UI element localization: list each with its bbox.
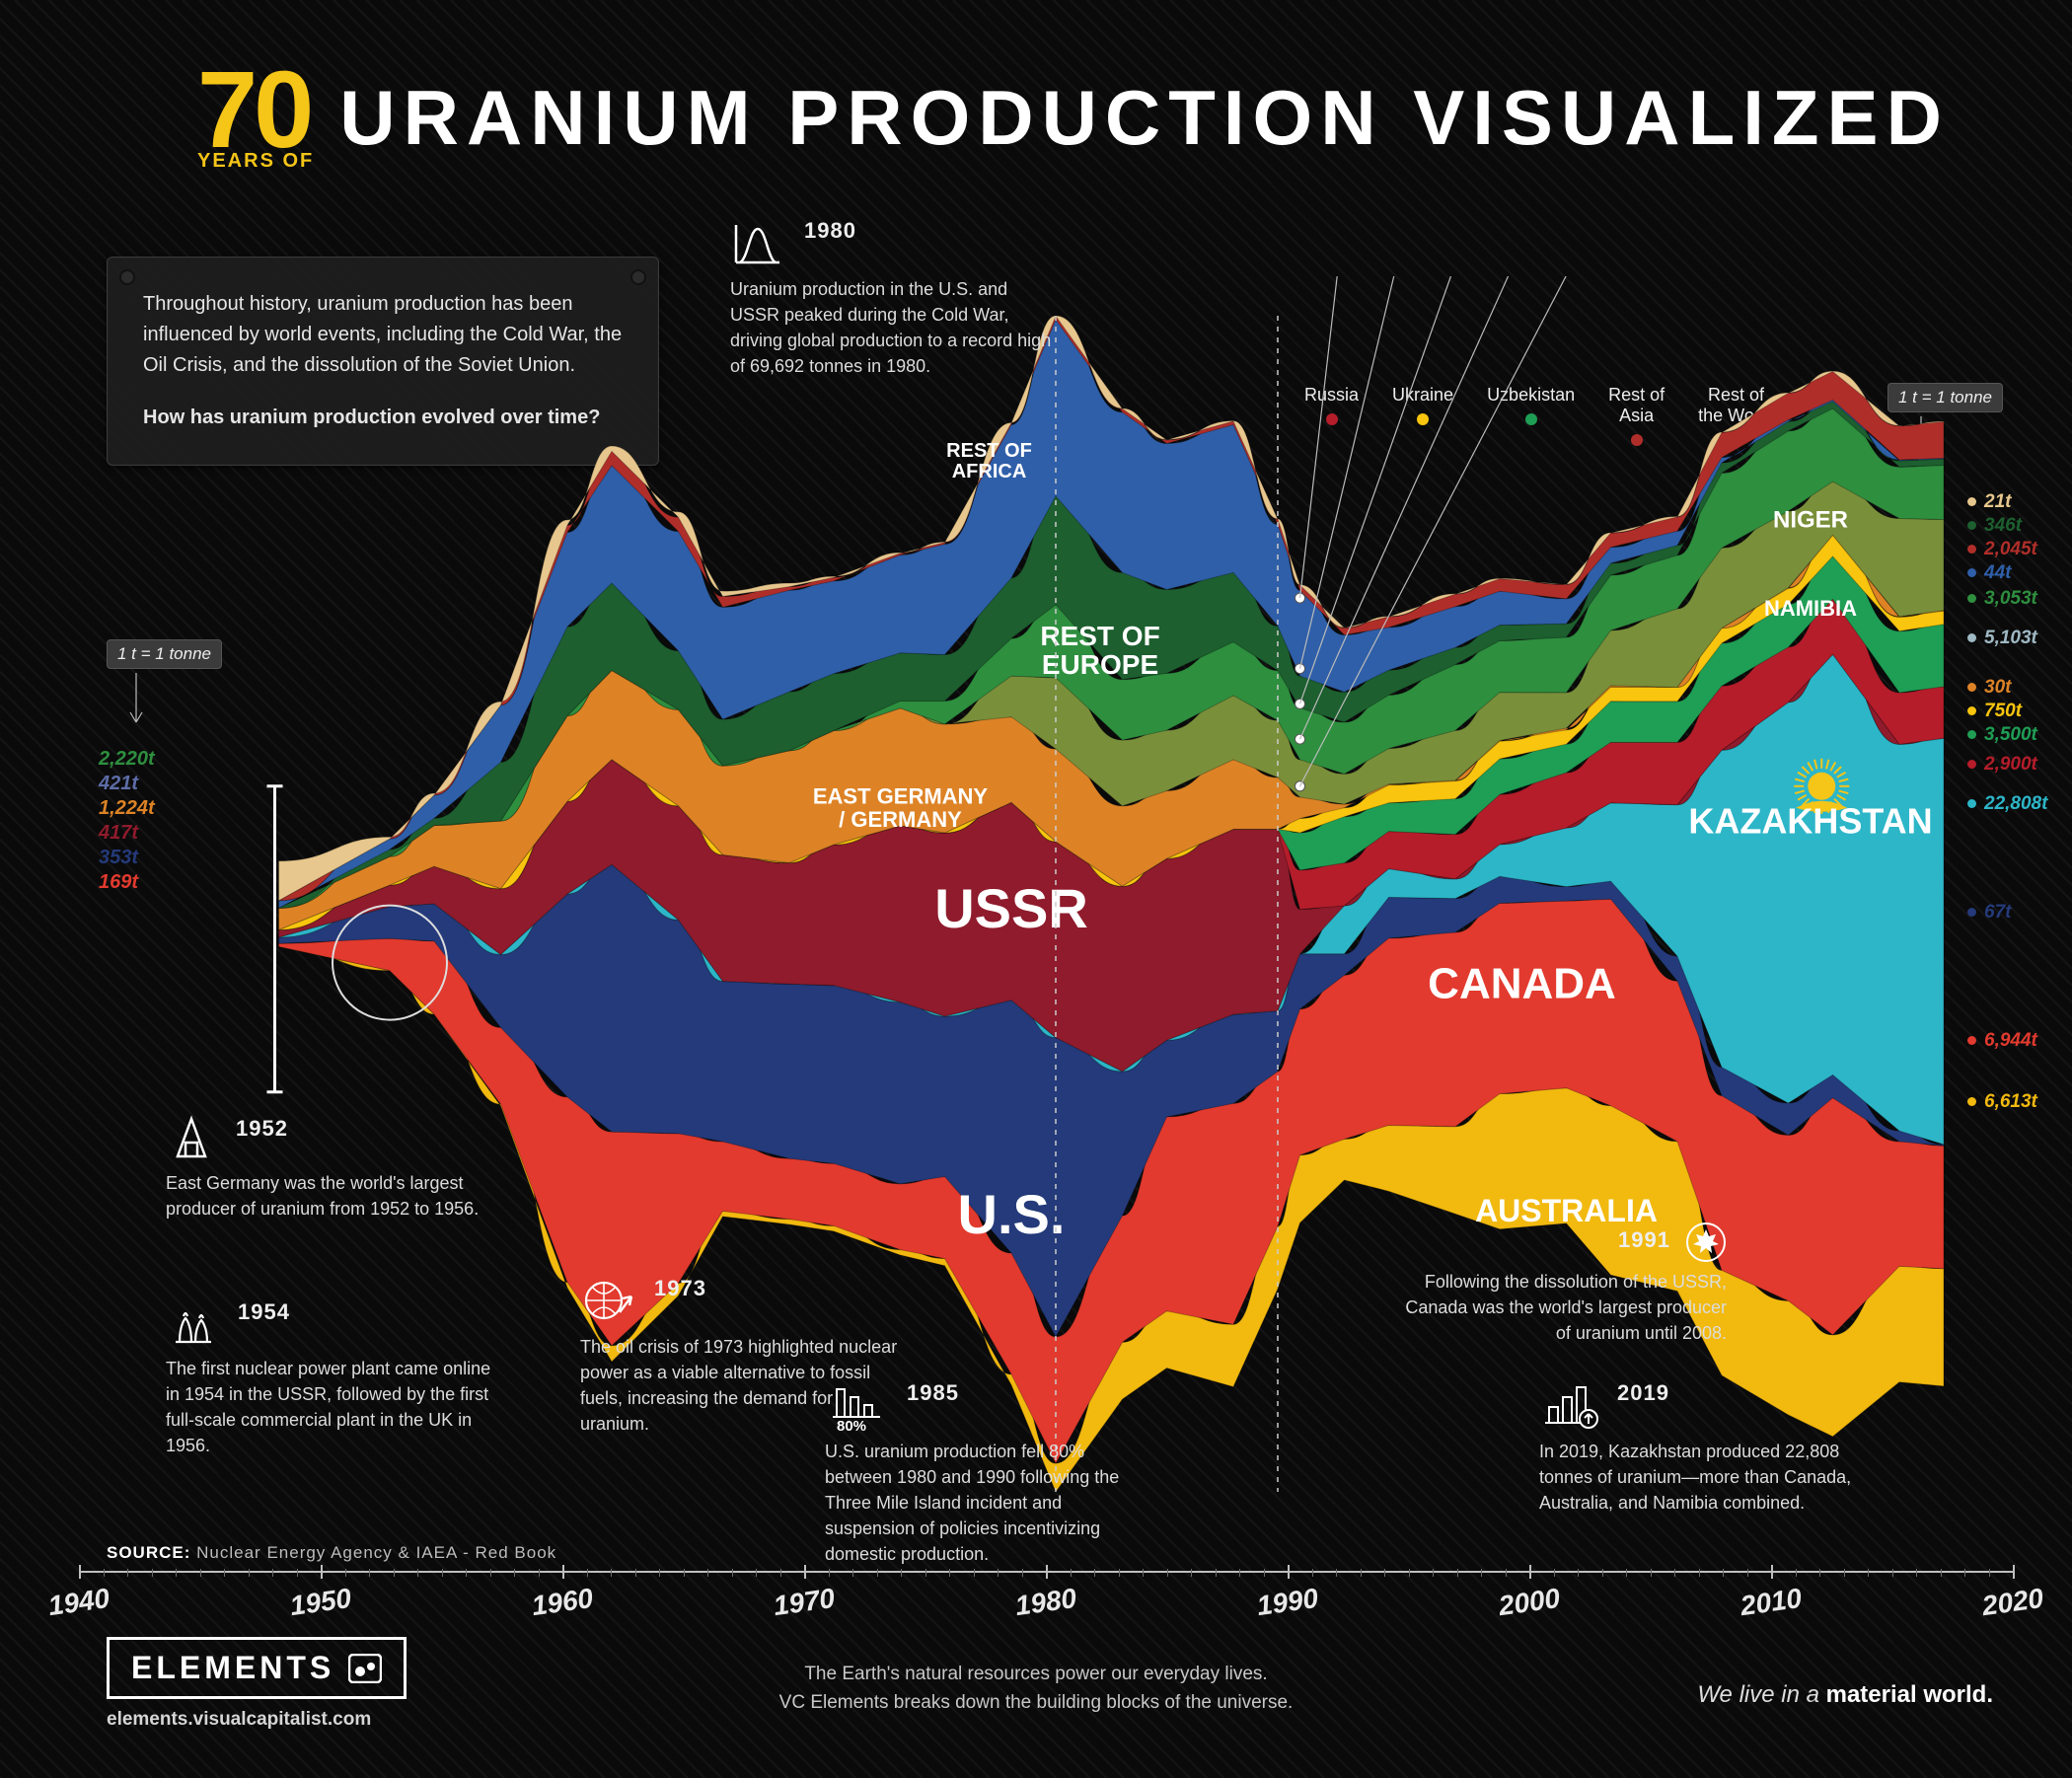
title-main: URANIUM PRODUCTION VISUALIZED [339, 73, 1950, 163]
end-value: 67t [1967, 902, 2011, 924]
material-bold: material world. [1826, 1681, 1993, 1708]
annot-1991-year: 1991 [1618, 1227, 1670, 1252]
brand-block: ELEMENTS elements.visualcapitalist.com [107, 1637, 407, 1731]
tagline-1: The Earth's natural resources power our … [779, 1661, 1294, 1689]
percent-badge: 80% [837, 1418, 866, 1433]
label-rest-of: REST OF [946, 440, 1032, 462]
maple-icon [1685, 1222, 1727, 1263]
annot-1973-year: 1973 [654, 1276, 706, 1300]
year-1940: 1940 [46, 1583, 111, 1622]
year-1970: 1970 [772, 1583, 837, 1622]
plant-icon [166, 1296, 219, 1350]
annot-1980-text: Uranium production in the U.S. and USSR … [730, 276, 1056, 379]
end-value: 21t [1967, 491, 2011, 513]
year-1950: 1950 [288, 1583, 353, 1622]
annot-1954-year: 1954 [238, 1299, 290, 1324]
end-value: 750t [1967, 701, 2022, 722]
label-niger: NIGER [1773, 507, 1848, 534]
title-left: 70 YEARS OF [197, 67, 314, 173]
label-rest-of: REST OF [1040, 621, 1159, 651]
start-value: 417t [99, 822, 155, 845]
annot-1985: 80% 1985 U.S. uranium production fell 80… [825, 1377, 1239, 1567]
end-value: 3,053t [1967, 588, 2037, 610]
annot-1952-text: East Germany was the world's largest pro… [166, 1170, 491, 1222]
year-2000: 2000 [1497, 1583, 1562, 1622]
annot-1991-text: Following the dissolution of the USSR, C… [1401, 1269, 1727, 1346]
annot-1985-text: U.S. uranium production fell 80% between… [825, 1439, 1150, 1567]
start-value: 2,220t [99, 748, 155, 771]
brand-name: ELEMENTS [131, 1650, 334, 1686]
year-1960: 1960 [530, 1583, 595, 1622]
start-value: 169t [99, 871, 155, 894]
timeline-axis: 194019501960197019801990200020102020 [79, 1571, 2013, 1622]
source-label: SOURCE: [107, 1543, 190, 1562]
end-value: 346t [1967, 515, 2022, 537]
annot-1991: 1991 Following the dissolution of the US… [1371, 1222, 1727, 1346]
year-2020: 2020 [1980, 1583, 2045, 1622]
start-value: 421t [99, 773, 155, 795]
start-value: 353t [99, 847, 155, 869]
label-kazakhstan: KAZAKHSTAN [1688, 800, 1932, 841]
source-line: SOURCE: Nuclear Energy Agency & IAEA - R… [107, 1543, 556, 1563]
annot-1954-text: The first nuclear power plant came onlin… [166, 1356, 491, 1458]
label--germany: / GERMANY [839, 807, 962, 832]
footer-tagline: The Earth's natural resources power our … [779, 1661, 1294, 1717]
annot-1952: 1952 East Germany was the world's larges… [166, 1113, 521, 1222]
bar-down-icon: 80% [825, 1377, 888, 1433]
title-row: 70 YEARS OF URANIUM PRODUCTION VISUALIZE… [197, 67, 2013, 173]
label-namibia: NAMIBIA [1764, 596, 1857, 621]
end-value: 30t [1967, 677, 2011, 699]
end-value: 3,500t [1967, 724, 2037, 746]
label-europe: EUROPE [1042, 649, 1158, 680]
bar-up-icon [1539, 1377, 1598, 1433]
year-2010: 2010 [1739, 1583, 1804, 1622]
title-number: 70 [197, 67, 314, 154]
brand-icon [348, 1654, 382, 1683]
start-value: 1,224t [99, 797, 155, 820]
title-years: YEARS OF [197, 150, 314, 173]
annot-2019-year: 2019 [1617, 1380, 1669, 1405]
end-value: 5,103t [1967, 628, 2037, 649]
end-value: 6,613t [1967, 1091, 2037, 1113]
label-africa: AFRICA [952, 461, 1027, 482]
annot-1952-year: 1952 [236, 1116, 288, 1141]
annot-1980: 1980 Uranium production in the U.S. and … [730, 215, 1105, 379]
material-world: We live in a material world. [1697, 1681, 1993, 1709]
source-text: Nuclear Energy Agency & IAEA - Red Book [196, 1543, 556, 1562]
annot-1985-year: 1985 [907, 1380, 959, 1405]
peak-icon [730, 215, 785, 270]
brand-box: ELEMENTS [107, 1637, 407, 1699]
tagline-2: VC Elements breaks down the building blo… [779, 1689, 1294, 1718]
annot-2019: 2019 In 2019, Kazakhstan produced 22,808… [1539, 1377, 1973, 1516]
start-values: 2,220t421t1,224t417t353t169t [99, 746, 155, 896]
label-u-s-: U.S. [958, 1183, 1066, 1245]
label-ussr: USSR [934, 877, 1088, 939]
year-1990: 1990 [1255, 1583, 1320, 1622]
end-value: 6,944t [1967, 1030, 2037, 1052]
mine-icon [166, 1113, 217, 1164]
end-value: 22,808t [1967, 793, 2047, 815]
label-east-germany: EAST GERMANY [813, 784, 989, 809]
year-1980: 1980 [1013, 1583, 1078, 1622]
globe-arrow-icon [580, 1273, 635, 1328]
end-value: 2,900t [1967, 754, 2037, 776]
end-value: 2,045t [1967, 539, 2037, 560]
material-pre: We live in a [1697, 1681, 1825, 1708]
label-canada: CANADA [1428, 959, 1616, 1007]
end-value: 44t [1967, 562, 2011, 584]
annot-2019-text: In 2019, Kazakhstan produced 22,808 tonn… [1539, 1439, 1865, 1516]
brand-url: elements.visualcapitalist.com [107, 1709, 407, 1731]
annot-1980-year: 1980 [804, 218, 856, 243]
annot-1954: 1954 The first nuclear power plant came … [166, 1296, 560, 1458]
